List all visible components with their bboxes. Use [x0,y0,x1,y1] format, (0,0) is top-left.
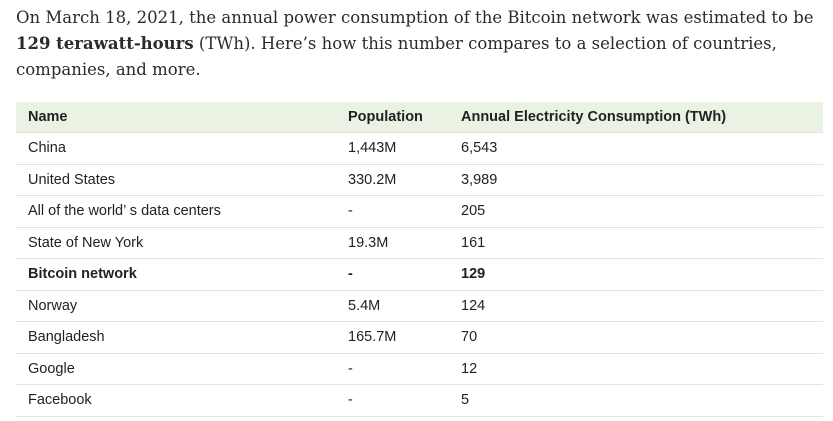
intro-text-end: (TWh). Here’s how this number compares t… [16,34,777,79]
row-consumption: 70 [461,321,823,354]
row-population: - [348,258,461,291]
table-row: Facebook - 5 [16,384,823,417]
row-consumption: 6,543 [461,132,823,165]
consumption-table: Name Population Annual Electricity Consu… [16,102,823,417]
row-consumption: 12 [461,353,823,385]
row-population: 1,443M [348,132,461,165]
header-name: Name [16,102,348,133]
table-row: Norway 5.4M 124 [16,290,823,322]
row-consumption: 3,989 [461,164,823,196]
table-header-row: Name Population Annual Electricity Consu… [16,102,823,133]
row-population: 19.3M [348,227,461,259]
row-name: Norway [16,290,348,322]
row-name: Google [16,353,348,385]
row-name: All of the world’ s data centers [16,195,348,228]
intro-paragraph: On March 18, 2021, the annual power cons… [16,5,816,83]
row-name: China [16,132,348,165]
row-name: United States [16,164,348,196]
header-population: Population [348,102,461,133]
table-row-highlighted: Bitcoin network - 129 [16,258,823,291]
row-consumption: 129 [461,258,823,291]
table-row: State of New York 19.3M 161 [16,227,823,259]
table-row: Google - 12 [16,353,823,385]
row-population: 330.2M [348,164,461,196]
row-name: Bangladesh [16,321,348,354]
row-population: 165.7M [348,321,461,354]
table-row: Bangladesh 165.7M 70 [16,321,823,354]
header-consumption: Annual Electricity Consumption (TWh) [461,102,823,133]
row-consumption: 161 [461,227,823,259]
row-population: - [348,353,461,385]
table-row: China 1,443M 6,543 [16,132,823,165]
intro-highlight: 129 terawatt-hours [16,34,194,53]
row-name: Bitcoin network [16,258,348,291]
row-name: Facebook [16,384,348,417]
row-name: State of New York [16,227,348,259]
intro-text-start: On March 18, 2021, the annual power cons… [16,8,814,27]
row-population: - [348,195,461,228]
row-consumption: 5 [461,384,823,417]
row-consumption: 205 [461,195,823,228]
table-row: United States 330.2M 3,989 [16,164,823,196]
row-population: 5.4M [348,290,461,322]
table-row: All of the world’ s data centers - 205 [16,195,823,228]
row-population: - [348,384,461,417]
row-consumption: 124 [461,290,823,322]
